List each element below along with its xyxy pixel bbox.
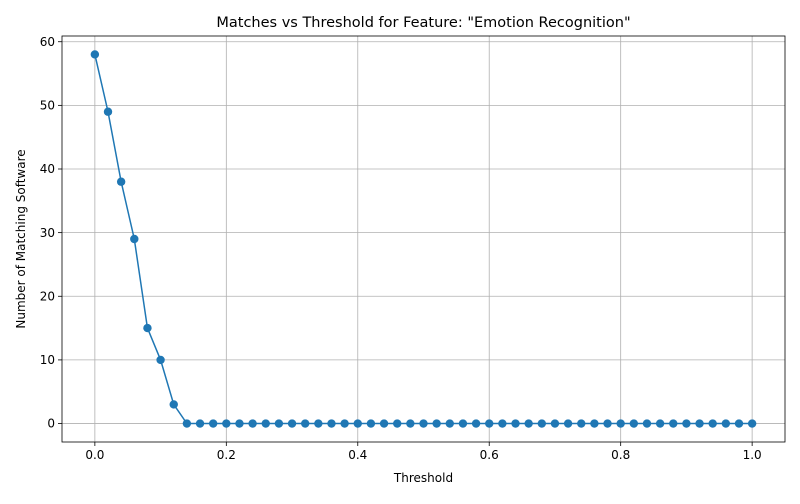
data-point — [235, 419, 243, 427]
data-point — [340, 419, 348, 427]
data-point — [406, 419, 414, 427]
x-tick-label: 1.0 — [743, 448, 762, 462]
data-point — [695, 419, 703, 427]
data-point — [656, 419, 664, 427]
data-point — [498, 419, 506, 427]
data-point — [446, 419, 454, 427]
y-tick-label: 30 — [40, 226, 55, 240]
data-point — [538, 419, 546, 427]
data-point — [143, 324, 151, 332]
data-point — [367, 419, 375, 427]
data-point — [524, 419, 532, 427]
data-point — [682, 419, 690, 427]
y-tick-label: 60 — [40, 35, 55, 49]
data-point — [735, 419, 743, 427]
data-point — [722, 419, 730, 427]
chart-title: Matches vs Threshold for Feature: "Emoti… — [216, 15, 630, 31]
x-axis-label: Threshold — [393, 471, 453, 485]
data-point — [209, 419, 217, 427]
data-point — [643, 419, 651, 427]
data-point — [577, 419, 585, 427]
data-point — [314, 419, 322, 427]
data-point — [183, 419, 191, 427]
data-point — [630, 419, 638, 427]
data-point — [380, 419, 388, 427]
data-point — [616, 419, 624, 427]
data-point — [564, 419, 572, 427]
data-point — [551, 419, 559, 427]
data-point — [590, 419, 598, 427]
data-point — [393, 419, 401, 427]
y-tick-label: 50 — [40, 99, 55, 113]
data-point — [511, 419, 519, 427]
data-point — [669, 419, 677, 427]
data-point — [748, 419, 756, 427]
data-point — [432, 419, 440, 427]
y-tick-label: 20 — [40, 289, 55, 303]
data-point — [262, 419, 270, 427]
data-point — [222, 419, 230, 427]
data-point — [156, 356, 164, 364]
data-point — [91, 50, 99, 58]
x-tick-label: 0.4 — [348, 448, 367, 462]
y-tick-label: 0 — [47, 417, 55, 431]
data-point — [327, 419, 335, 427]
y-tick-label: 40 — [40, 162, 55, 176]
y-axis-label: Number of Matching Software — [14, 149, 28, 328]
x-tick-label: 0.2 — [217, 448, 236, 462]
data-point — [288, 419, 296, 427]
data-point — [603, 419, 611, 427]
data-point — [709, 419, 717, 427]
data-point — [485, 419, 493, 427]
x-tick-label: 0.6 — [480, 448, 499, 462]
y-tick-label: 10 — [40, 353, 55, 367]
data-point — [301, 419, 309, 427]
x-tick-label: 0.0 — [85, 448, 104, 462]
data-point — [419, 419, 427, 427]
data-point — [130, 235, 138, 243]
data-point — [275, 419, 283, 427]
data-point — [170, 400, 178, 408]
data-point — [104, 108, 112, 116]
x-tick-label: 0.8 — [611, 448, 630, 462]
data-point — [196, 419, 204, 427]
data-point — [472, 419, 480, 427]
data-point — [354, 419, 362, 427]
data-point — [248, 419, 256, 427]
data-point — [117, 178, 125, 186]
data-point — [459, 419, 467, 427]
